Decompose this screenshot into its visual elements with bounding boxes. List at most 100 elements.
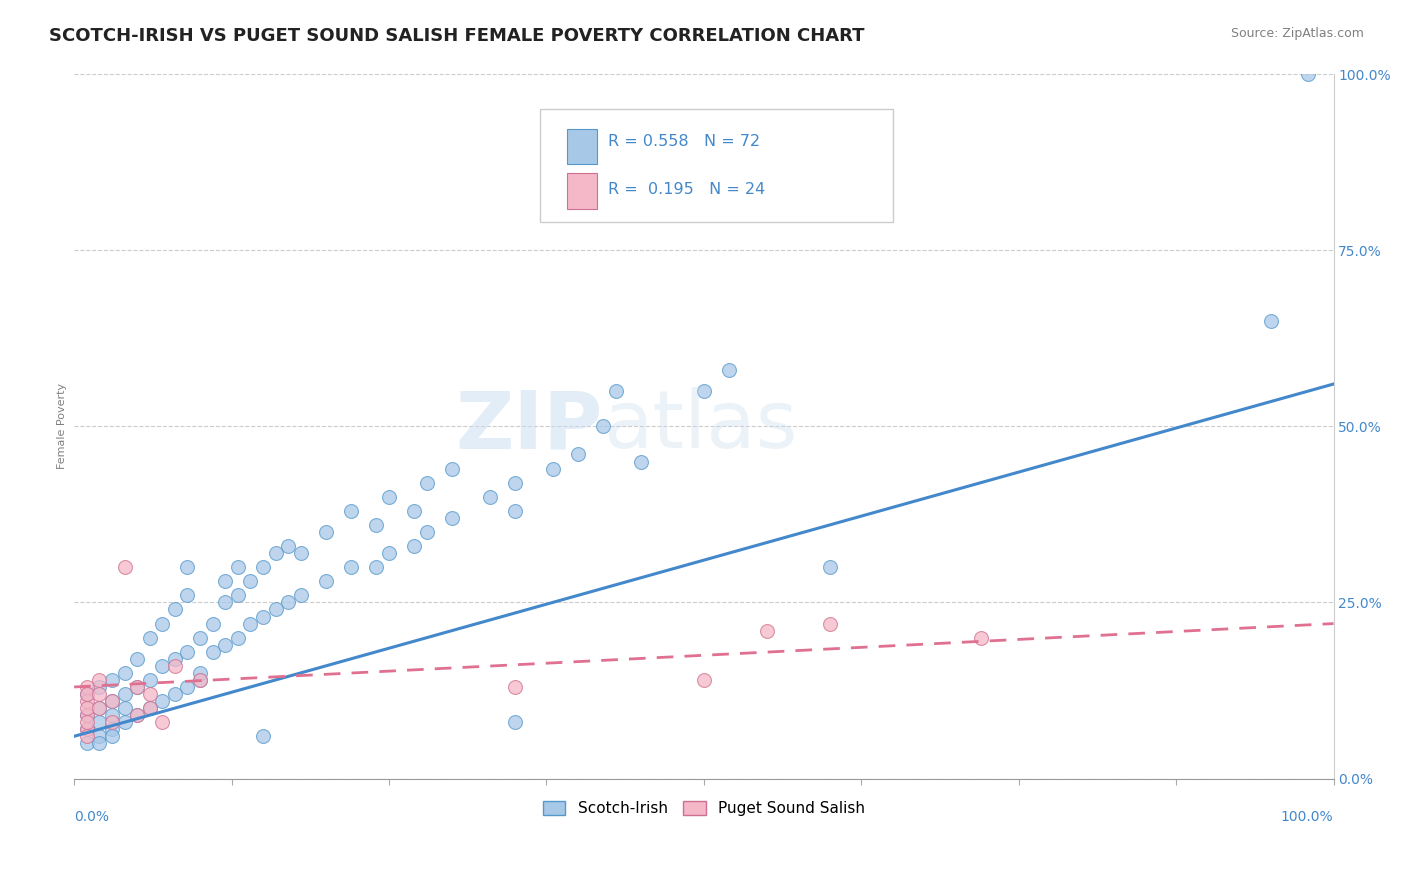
Text: Source: ZipAtlas.com: Source: ZipAtlas.com — [1230, 27, 1364, 40]
Point — [76, 694, 98, 708]
Point — [176, 645, 198, 659]
Point — [378, 490, 401, 504]
Point — [89, 729, 111, 743]
Point — [150, 616, 173, 631]
Point — [226, 631, 249, 645]
Point — [89, 701, 111, 715]
Point — [503, 715, 526, 730]
Point — [567, 448, 589, 462]
Point — [101, 694, 124, 708]
Point — [693, 673, 716, 687]
Point — [101, 729, 124, 743]
Point — [127, 680, 149, 694]
Point — [89, 701, 111, 715]
Text: R = 0.558   N = 72: R = 0.558 N = 72 — [609, 135, 761, 150]
Point — [717, 363, 740, 377]
Text: 0.0%: 0.0% — [75, 810, 110, 824]
Point — [252, 729, 274, 743]
Point — [138, 631, 160, 645]
Point — [127, 708, 149, 723]
Point — [503, 504, 526, 518]
Point — [101, 715, 124, 730]
Point — [89, 673, 111, 687]
Point — [226, 560, 249, 574]
Point — [440, 461, 463, 475]
Point — [163, 687, 186, 701]
FancyBboxPatch shape — [567, 129, 596, 164]
Point — [970, 631, 993, 645]
Point — [127, 680, 149, 694]
Point — [89, 736, 111, 750]
Y-axis label: Female Poverty: Female Poverty — [58, 384, 67, 469]
Legend: Scotch-Irish, Puget Sound Salish: Scotch-Irish, Puget Sound Salish — [534, 793, 873, 824]
Point — [101, 694, 124, 708]
Point — [416, 475, 439, 490]
Text: R =  0.195   N = 24: R = 0.195 N = 24 — [609, 182, 765, 197]
Point — [630, 454, 652, 468]
Point — [214, 638, 236, 652]
Point — [252, 609, 274, 624]
Point — [277, 539, 299, 553]
Point — [404, 504, 426, 518]
FancyBboxPatch shape — [567, 173, 596, 209]
Point — [239, 574, 262, 589]
Point — [592, 419, 614, 434]
Point — [188, 665, 211, 680]
Point — [127, 708, 149, 723]
Point — [138, 701, 160, 715]
Point — [76, 687, 98, 701]
Point — [188, 673, 211, 687]
Point — [114, 701, 136, 715]
Point — [239, 616, 262, 631]
Point — [416, 524, 439, 539]
Point — [366, 560, 388, 574]
Point — [315, 574, 337, 589]
Point — [150, 715, 173, 730]
Point — [290, 588, 312, 602]
Point — [89, 687, 111, 701]
Point — [101, 673, 124, 687]
Point — [290, 546, 312, 560]
Point — [76, 687, 98, 701]
Point — [1260, 313, 1282, 327]
Point — [818, 560, 841, 574]
Point — [76, 708, 98, 723]
Point — [315, 524, 337, 539]
Point — [89, 715, 111, 730]
Point — [76, 715, 98, 730]
Point — [264, 546, 287, 560]
Point — [252, 560, 274, 574]
Point — [138, 687, 160, 701]
Point — [150, 658, 173, 673]
Point — [163, 602, 186, 616]
Point — [89, 680, 111, 694]
Point — [127, 652, 149, 666]
Point — [440, 511, 463, 525]
Point — [76, 701, 98, 715]
Point — [163, 652, 186, 666]
Point — [1298, 67, 1320, 81]
Point — [114, 715, 136, 730]
Point — [693, 384, 716, 398]
Point — [188, 673, 211, 687]
Point — [176, 680, 198, 694]
Point — [76, 708, 98, 723]
Text: SCOTCH-IRISH VS PUGET SOUND SALISH FEMALE POVERTY CORRELATION CHART: SCOTCH-IRISH VS PUGET SOUND SALISH FEMAL… — [49, 27, 865, 45]
Point — [176, 588, 198, 602]
Text: ZIP: ZIP — [456, 387, 603, 466]
Point — [163, 658, 186, 673]
Point — [818, 616, 841, 631]
Point — [114, 687, 136, 701]
Point — [366, 517, 388, 532]
Point — [605, 384, 627, 398]
Point — [114, 665, 136, 680]
Point — [378, 546, 401, 560]
Point — [214, 574, 236, 589]
Point — [503, 475, 526, 490]
Point — [755, 624, 778, 638]
Point — [188, 631, 211, 645]
Point — [340, 504, 363, 518]
Point — [76, 723, 98, 737]
Point — [76, 680, 98, 694]
Point — [76, 723, 98, 737]
